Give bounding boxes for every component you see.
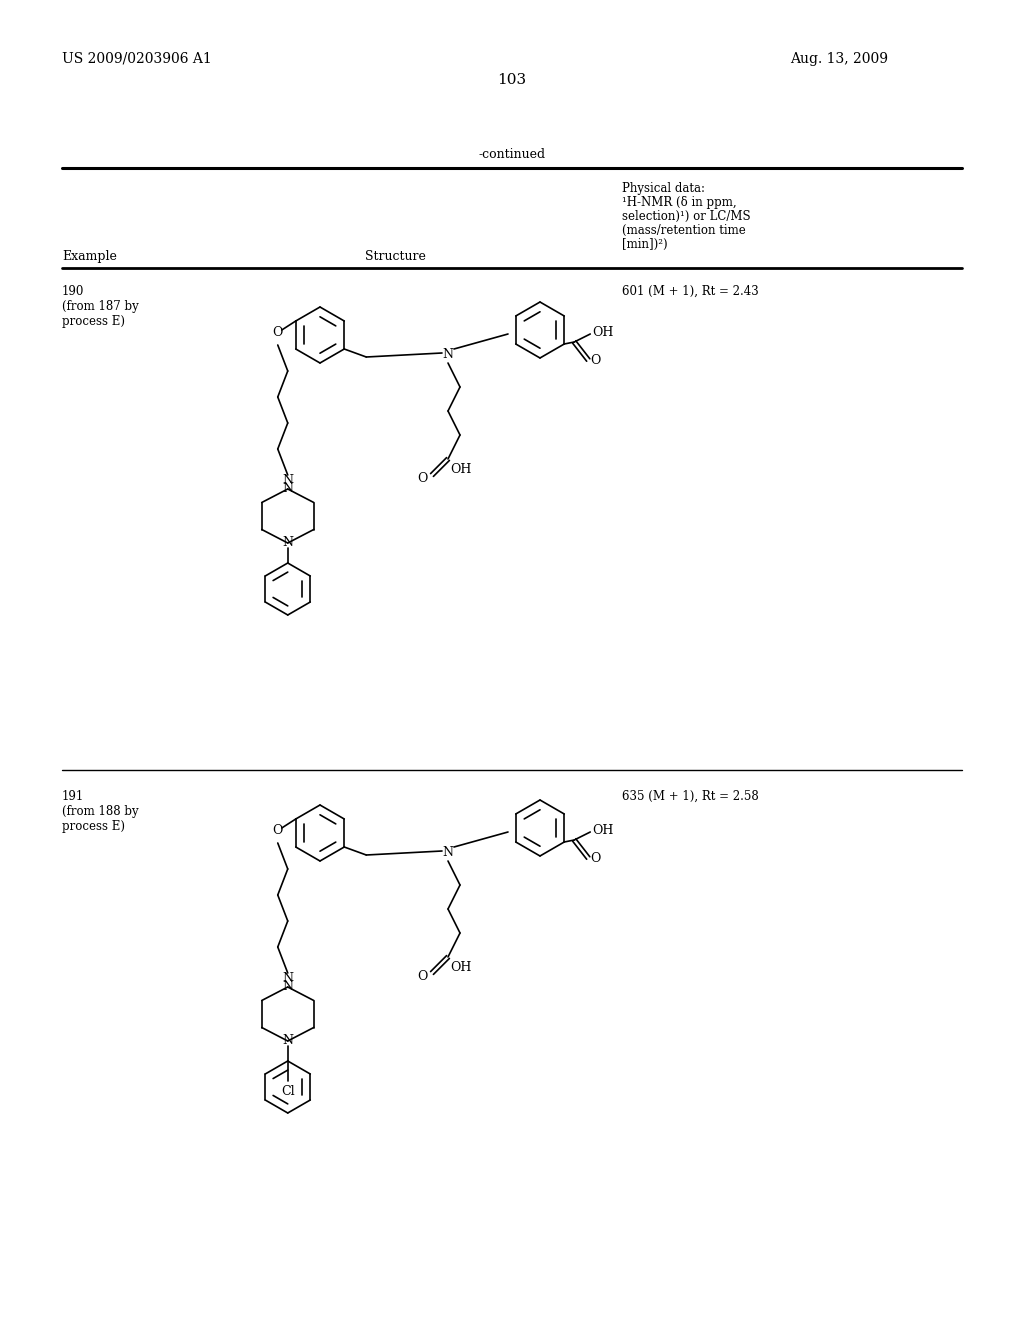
Text: O: O xyxy=(590,853,601,866)
Text: OH: OH xyxy=(592,326,613,338)
Text: Cl: Cl xyxy=(281,1085,295,1098)
Text: Structure: Structure xyxy=(365,249,425,263)
Text: OH: OH xyxy=(592,824,613,837)
Text: O: O xyxy=(272,825,283,837)
Text: US 2009/0203906 A1: US 2009/0203906 A1 xyxy=(62,51,212,66)
Text: N: N xyxy=(442,348,454,362)
Text: -continued: -continued xyxy=(478,148,546,161)
Text: 191
(from 188 by
process E): 191 (from 188 by process E) xyxy=(62,789,138,833)
Text: N: N xyxy=(442,846,454,859)
Text: selection)¹) or LC/MS: selection)¹) or LC/MS xyxy=(622,210,751,223)
Text: 103: 103 xyxy=(498,73,526,87)
Text: Example: Example xyxy=(62,249,117,263)
Text: O: O xyxy=(418,970,428,983)
Text: O: O xyxy=(418,473,428,486)
Text: (mass/retention time: (mass/retention time xyxy=(622,224,745,238)
Text: OH: OH xyxy=(450,463,471,477)
Text: N: N xyxy=(283,536,293,549)
Text: N: N xyxy=(283,1035,293,1048)
Text: O: O xyxy=(272,326,283,339)
Text: N: N xyxy=(283,973,293,986)
Text: N: N xyxy=(283,474,293,487)
Text: 190
(from 187 by
process E): 190 (from 187 by process E) xyxy=(62,285,138,327)
Text: O: O xyxy=(590,355,601,367)
Text: 635 (M + 1), Rt = 2.58: 635 (M + 1), Rt = 2.58 xyxy=(622,789,759,803)
Text: [min])²): [min])²) xyxy=(622,238,668,251)
Text: 601 (M + 1), Rt = 2.43: 601 (M + 1), Rt = 2.43 xyxy=(622,285,759,298)
Text: N: N xyxy=(283,981,293,994)
Text: N: N xyxy=(283,483,293,495)
Text: OH: OH xyxy=(450,961,471,974)
Text: ¹H-NMR (δ in ppm,: ¹H-NMR (δ in ppm, xyxy=(622,195,736,209)
Text: Physical data:: Physical data: xyxy=(622,182,705,195)
Text: Aug. 13, 2009: Aug. 13, 2009 xyxy=(790,51,888,66)
